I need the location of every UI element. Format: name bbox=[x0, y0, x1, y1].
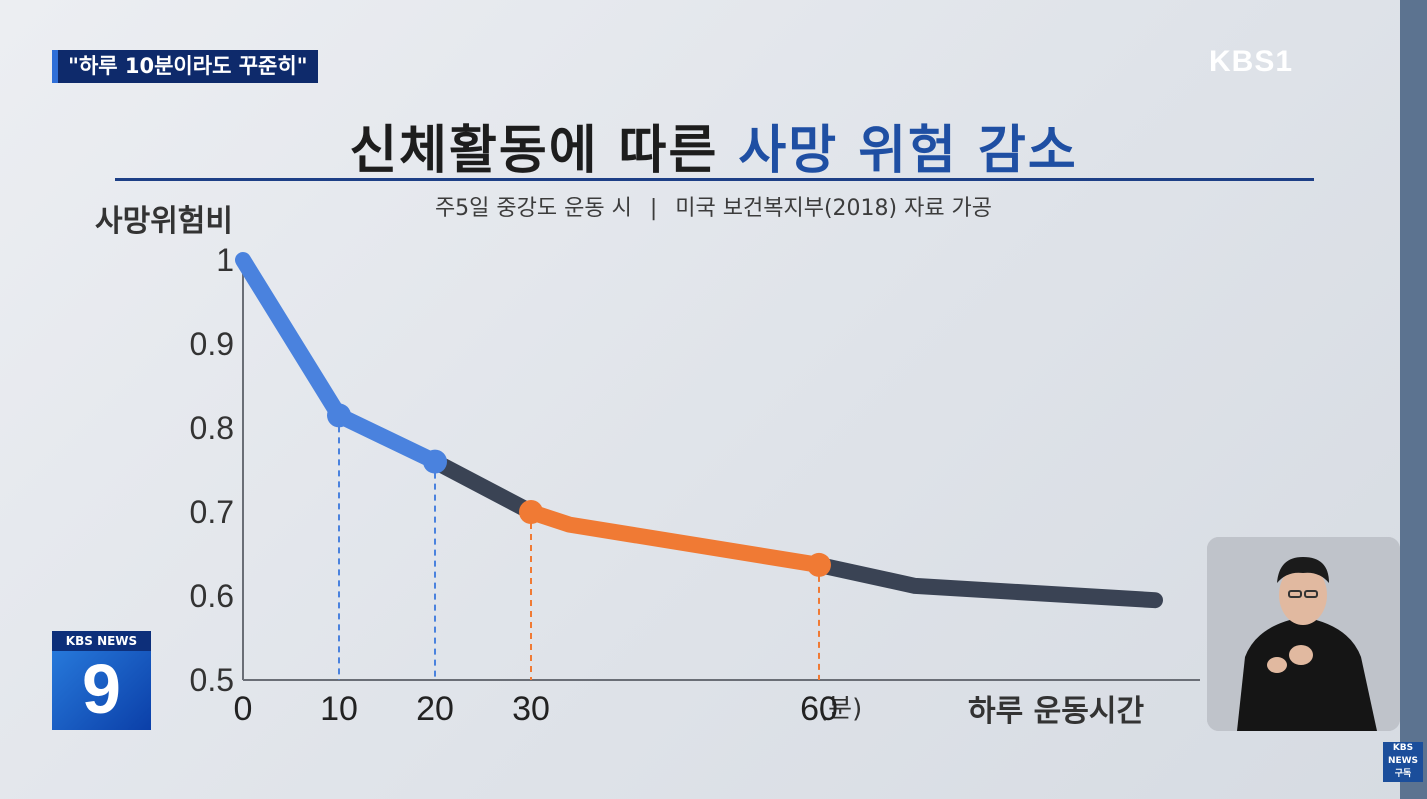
x-tick-label: 0 bbox=[234, 690, 253, 728]
news9-number: 9 bbox=[82, 650, 121, 728]
y-tick-label: 0.9 bbox=[190, 326, 234, 362]
data-point bbox=[327, 403, 351, 428]
y-tick-label: 0.5 bbox=[190, 662, 234, 698]
headline-tag: "하루 10분이라도 꾸준히" bbox=[52, 50, 318, 83]
line-segment-dark bbox=[811, 556, 1163, 609]
chart-subtitle: 주5일 중강도 운동 시 | 미국 보건복지부(2018) 자료 가공 bbox=[0, 190, 1427, 222]
kbs1-logo: KBS1 bbox=[1209, 45, 1294, 78]
x-axis-unit: (분) bbox=[818, 694, 863, 724]
title-highlight: 사망 위험 감소 bbox=[738, 121, 1078, 181]
y-axis-label: 사망위험비 bbox=[95, 204, 233, 239]
x-tick-label: 10 bbox=[320, 690, 358, 728]
line-segment-orange bbox=[523, 504, 827, 573]
subscribe-label: 구독 bbox=[1394, 769, 1412, 779]
x-axis-label: 하루 운동시간 bbox=[968, 694, 1145, 729]
sign-language-interpreter bbox=[1207, 537, 1400, 731]
y-tick-label: 1 bbox=[216, 242, 234, 278]
y-tick-label: 0.6 bbox=[190, 578, 234, 614]
subtitle-separator: | bbox=[649, 196, 658, 221]
corner-brand: KBS NEWS bbox=[1387, 743, 1419, 766]
y-tick-label: 0.8 bbox=[190, 410, 234, 446]
subscribe-badge[interactable]: KBS NEWS 구독 bbox=[1383, 742, 1423, 782]
x-tick-label: 20 bbox=[416, 690, 454, 728]
right-edge-bar bbox=[1400, 0, 1427, 799]
data-point bbox=[423, 449, 447, 474]
kbs-news9-badge: KBS NEWS 9 bbox=[52, 631, 151, 730]
person-icon bbox=[1207, 537, 1400, 731]
title-rule bbox=[115, 178, 1314, 181]
title-main: 신체활동에 따른 bbox=[349, 121, 719, 181]
x-tick-label: 30 bbox=[512, 690, 550, 728]
data-point bbox=[519, 500, 543, 524]
data-point bbox=[807, 552, 831, 577]
news9-brand: KBS NEWS bbox=[52, 631, 151, 651]
line-segment-dark bbox=[427, 453, 539, 520]
x-tick-label: 60 bbox=[800, 690, 838, 728]
chart-title: 신체활동에 따른 사망 위험 감소 bbox=[0, 108, 1427, 183]
y-tick-label: 0.7 bbox=[190, 494, 234, 530]
subtitle-right: 미국 보건복지부(2018) 자료 가공 bbox=[675, 196, 993, 221]
subtitle-left: 주5일 중강도 운동 시 bbox=[434, 196, 632, 221]
